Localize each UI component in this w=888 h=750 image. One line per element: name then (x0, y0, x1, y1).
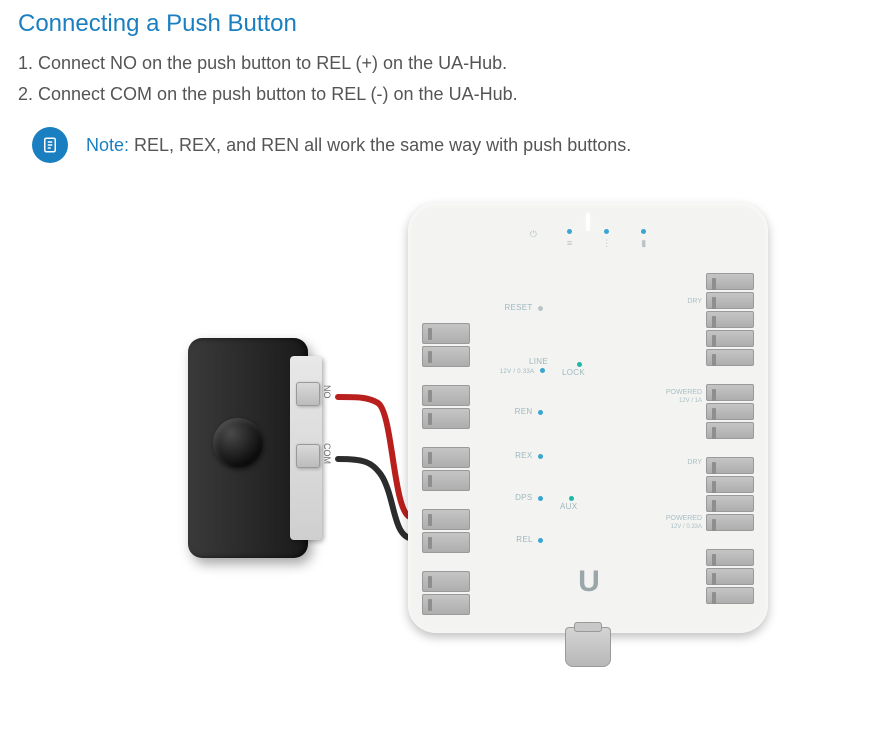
terminal (422, 470, 470, 491)
note-text: Note: REL, REX, and REN all work the sam… (86, 135, 631, 156)
note-label: Note: (86, 135, 129, 155)
terminal (422, 385, 470, 406)
terminal (422, 408, 470, 429)
terminal (706, 422, 754, 439)
hub-label-line: LINE 12V / 0.33A LOCK (478, 358, 548, 376)
terminal (706, 495, 754, 512)
hub-left-terminals (422, 323, 470, 617)
ua-hub-device: ⏻ ≡ ⋮ ▮ (408, 203, 768, 633)
push-button-terminal-strip: NO COM (290, 356, 322, 540)
terminal (422, 532, 470, 553)
hub-label-rex: REX (506, 451, 546, 460)
terminal (706, 273, 754, 290)
hub-right-label-powered-1: POWERED12V / 1A (666, 389, 702, 404)
hub-bottom-connector (565, 627, 611, 667)
hub-top-indicator-row: ⏻ ≡ ⋮ ▮ (408, 229, 768, 249)
step-1: 1. Connect NO on the push button to REL … (18, 48, 870, 79)
activity-icon: ⋮ (602, 229, 611, 249)
note-callout: Note: REL, REX, and REN all work the sam… (18, 127, 870, 163)
hub-right-label-dry-2: DRY (687, 459, 702, 466)
terminal (422, 594, 470, 615)
note-icon (32, 127, 68, 163)
terminal (422, 571, 470, 592)
terminal-label-no: NO (322, 385, 332, 399)
terminal (706, 349, 754, 366)
terminal (706, 292, 754, 309)
section-heading: Connecting a Push Button (18, 10, 870, 38)
hub-label-ren: REN (506, 407, 546, 416)
terminal (706, 476, 754, 493)
push-button-cap (213, 418, 263, 468)
terminal (422, 346, 470, 367)
hub-label-reset: RESET (486, 303, 546, 312)
hub-right-label-dry-1: DRY (687, 298, 702, 305)
push-button-device: NO COM (188, 338, 308, 558)
hub-right-terminals (706, 273, 754, 606)
terminal (422, 509, 470, 530)
terminal (706, 384, 754, 401)
power-icon: ⏻ (530, 229, 537, 249)
note-body: REL, REX, and REN all work the same way … (129, 135, 631, 155)
push-button-terminal-no: NO (296, 382, 320, 406)
terminal (706, 457, 754, 474)
terminal (706, 549, 754, 566)
terminal (706, 568, 754, 585)
terminal-label-com: COM (322, 443, 332, 464)
step-2: 2. Connect COM on the push button to REL… (18, 79, 870, 110)
steps-list: 1. Connect NO on the push button to REL … (18, 48, 870, 109)
wiring-diagram: NO COM ⏻ ≡ ⋮ ▮ (178, 193, 798, 713)
ubiquiti-logo: U (578, 565, 598, 599)
hub-label-rel: REL (506, 535, 546, 544)
hub-right-label-powered-2: POWERED12V / 0.33A (666, 515, 702, 530)
push-button-terminal-com: COM (296, 444, 320, 468)
terminal (706, 514, 754, 531)
terminal (422, 447, 470, 468)
terminal (706, 311, 754, 328)
hub-label-dps: DPS AUX (506, 493, 546, 502)
terminal (706, 403, 754, 420)
lock-status-icon: ▮ (641, 229, 646, 249)
link-icon: ≡ (567, 229, 572, 249)
terminal (706, 587, 754, 604)
terminal (706, 330, 754, 347)
terminal (422, 323, 470, 344)
